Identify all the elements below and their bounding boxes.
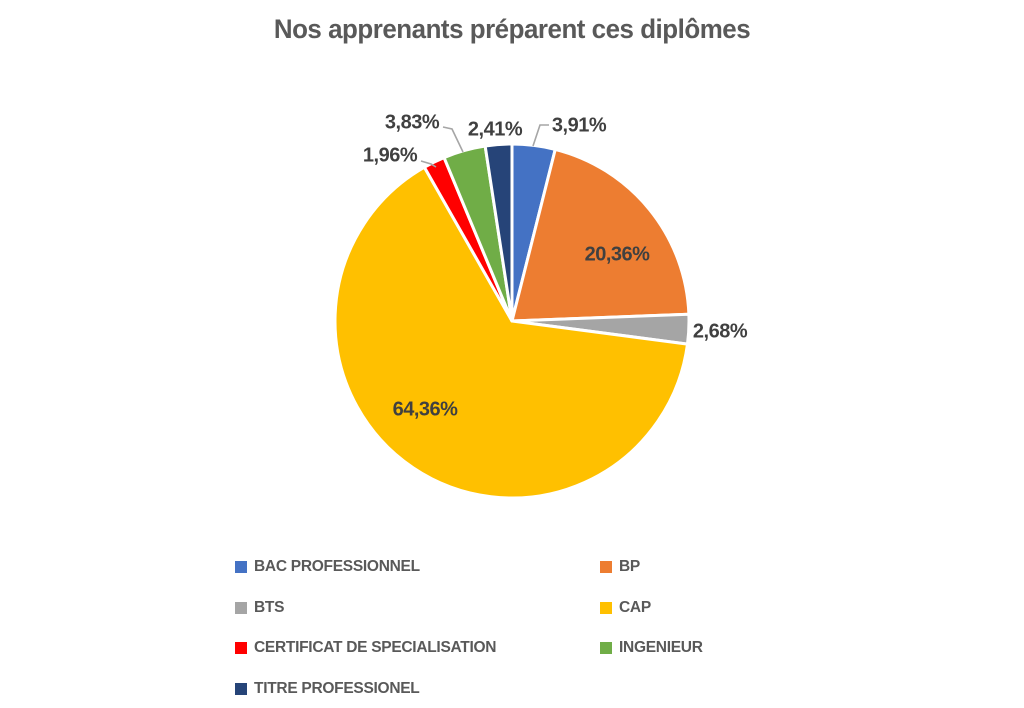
data-label-titre-professionel: 2,41%	[467, 118, 523, 141]
chart-title: Nos apprenants préparent ces diplômes	[273, 14, 751, 44]
label-leader-line	[532, 124, 549, 147]
pie-slice-cap	[333, 165, 689, 500]
legend-label-certificat-de-specialisation: CERTIFICAT DE SPECIALISATION	[254, 639, 497, 656]
data-label-bac-professionnel: 3,91%	[551, 114, 607, 137]
pie-slice-titre-professionel	[483, 142, 514, 323]
label-leader-line	[442, 126, 464, 153]
data-label-cap: 64,36%	[392, 398, 458, 421]
legend-label-bp: BP	[619, 558, 640, 575]
legend-marker-titre-professionel	[233, 680, 249, 697]
data-label-ingenieur: 3,83%	[384, 111, 440, 134]
legend-label-titre-professionel: TITRE PROFESSIONEL	[254, 679, 420, 697]
legend-item-ingenieur: INGENIEUR	[598, 639, 705, 657]
legend-label-bac-professionnel: BAC PROFESSIONNEL	[254, 558, 420, 575]
legend-marker-bp	[598, 559, 614, 575]
legend-marker-certificat-de-specialisation	[233, 640, 249, 656]
legend-marker-bac-professionnel	[233, 559, 249, 575]
data-label-bp: 20,36%	[584, 243, 650, 266]
legend-label-ingenieur: INGENIEUR	[619, 639, 703, 656]
legend-item-bp: BP	[598, 558, 641, 576]
legend-marker-ingenieur	[598, 640, 614, 656]
legend-item-bac-professionnel: BAC PROFESSIONNEL	[233, 558, 425, 576]
legend-item-cap: CAP	[598, 599, 652, 617]
pie-slice-bp	[510, 147, 691, 323]
legend-item-titre-professionel: TITRE PROFESSIONEL	[233, 680, 425, 698]
label-leader-line	[420, 160, 437, 168]
legend-label-bts: BTS	[254, 598, 285, 616]
data-label-bts: 2,68%	[692, 320, 748, 343]
legend-marker-bts	[233, 599, 249, 616]
data-label-certificat-de-specialisation: 1,96%	[362, 144, 418, 167]
legend-label-cap: CAP	[619, 598, 651, 616]
legend-item-bts: BTS	[233, 599, 285, 617]
legend-item-certificat-de-specialisation: CERTIFICAT DE SPECIALISATION	[233, 639, 504, 657]
legend-marker-cap	[598, 599, 614, 616]
